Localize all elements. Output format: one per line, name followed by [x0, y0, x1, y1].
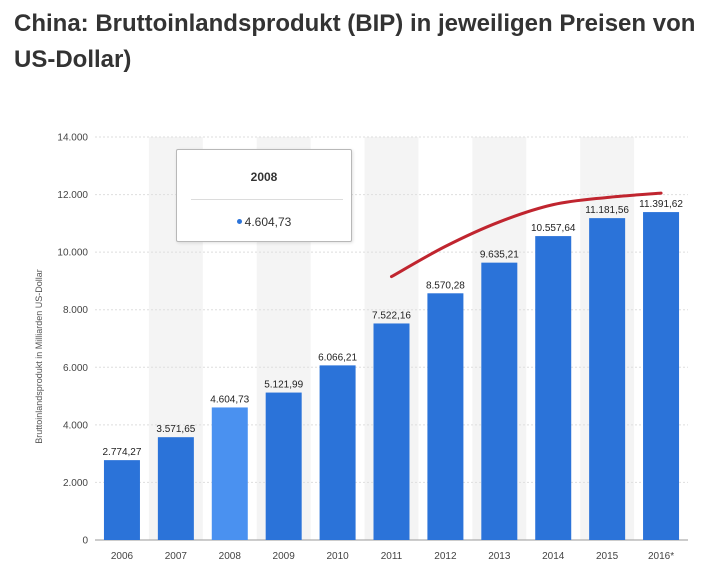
- x-tick-label: 2011: [381, 551, 403, 562]
- bar-value-label: 7.522,16: [372, 310, 411, 321]
- y-tick-label: 4.000: [63, 420, 88, 431]
- bar-value-label: 3.571,65: [156, 424, 195, 435]
- bar: [535, 236, 572, 540]
- y-tick-label: 10.000: [57, 248, 88, 259]
- bar-value-label: 9.635,21: [480, 250, 519, 261]
- x-tick-label: 2010: [326, 551, 349, 562]
- bar: [103, 460, 140, 540]
- x-tick-label: 2006: [111, 551, 134, 562]
- tooltip-series-dot-icon: [236, 219, 242, 224]
- bar-value-label: 5.121,99: [264, 380, 303, 391]
- x-tick-label: 2008: [219, 551, 242, 562]
- x-tick-label: 2013: [488, 551, 511, 562]
- tooltip-value-row: 4.604,73: [177, 215, 351, 229]
- bar: [427, 293, 464, 540]
- bar-value-label: 8.570,28: [426, 280, 465, 291]
- bar: [319, 365, 356, 540]
- y-axis-title: Bruttoinlandsprodukt in Milliarden US-Do…: [34, 269, 44, 444]
- bar: [481, 262, 518, 540]
- bar: [373, 323, 410, 540]
- y-tick-label: 2.000: [63, 478, 88, 489]
- y-tick-label: 8.000: [63, 305, 88, 316]
- bar-value-label: 10.557,64: [531, 223, 576, 234]
- bar: [157, 437, 194, 540]
- x-tick-label: 2012: [434, 551, 457, 562]
- tooltip-year: 2008: [250, 170, 278, 184]
- bar-value-label: 6.066,21: [318, 352, 357, 363]
- bar: [589, 218, 626, 541]
- bar-value-label: 11.391,62: [639, 199, 683, 210]
- bar-value-label: 2.774,27: [102, 447, 141, 458]
- x-tick-label: 2016*: [648, 551, 674, 562]
- x-tick-label: 2015: [596, 551, 619, 562]
- tooltip: 2008 4.604,73: [176, 149, 352, 242]
- trend-curve-annotation: [390, 191, 663, 279]
- tooltip-divider: [191, 199, 343, 200]
- x-tick-label: 2007: [165, 551, 188, 562]
- y-tick-label: 12.000: [57, 190, 88, 201]
- bar-value-label: 11.181,56: [585, 205, 629, 216]
- x-tick-label: 2014: [542, 551, 565, 562]
- y-tick-label: 6.000: [63, 363, 88, 374]
- bar-value-label: 4.604,73: [210, 394, 249, 405]
- y-tick-label: 0: [82, 536, 88, 547]
- bar: [643, 212, 680, 540]
- y-tick-label: 14.000: [57, 133, 88, 144]
- tooltip-value: 4.604,73: [244, 215, 292, 229]
- chart-title-line-1: China: Bruttoinlandsprodukt (BIP) in jew…: [14, 10, 701, 37]
- chart-title: China: Bruttoinlandsprodukt (BIP) in jew…: [14, 6, 701, 78]
- bar: [265, 392, 302, 540]
- chart-title-line-2: US-Dollar): [14, 46, 132, 73]
- bar: [211, 407, 248, 540]
- x-tick-label: 2009: [273, 551, 296, 562]
